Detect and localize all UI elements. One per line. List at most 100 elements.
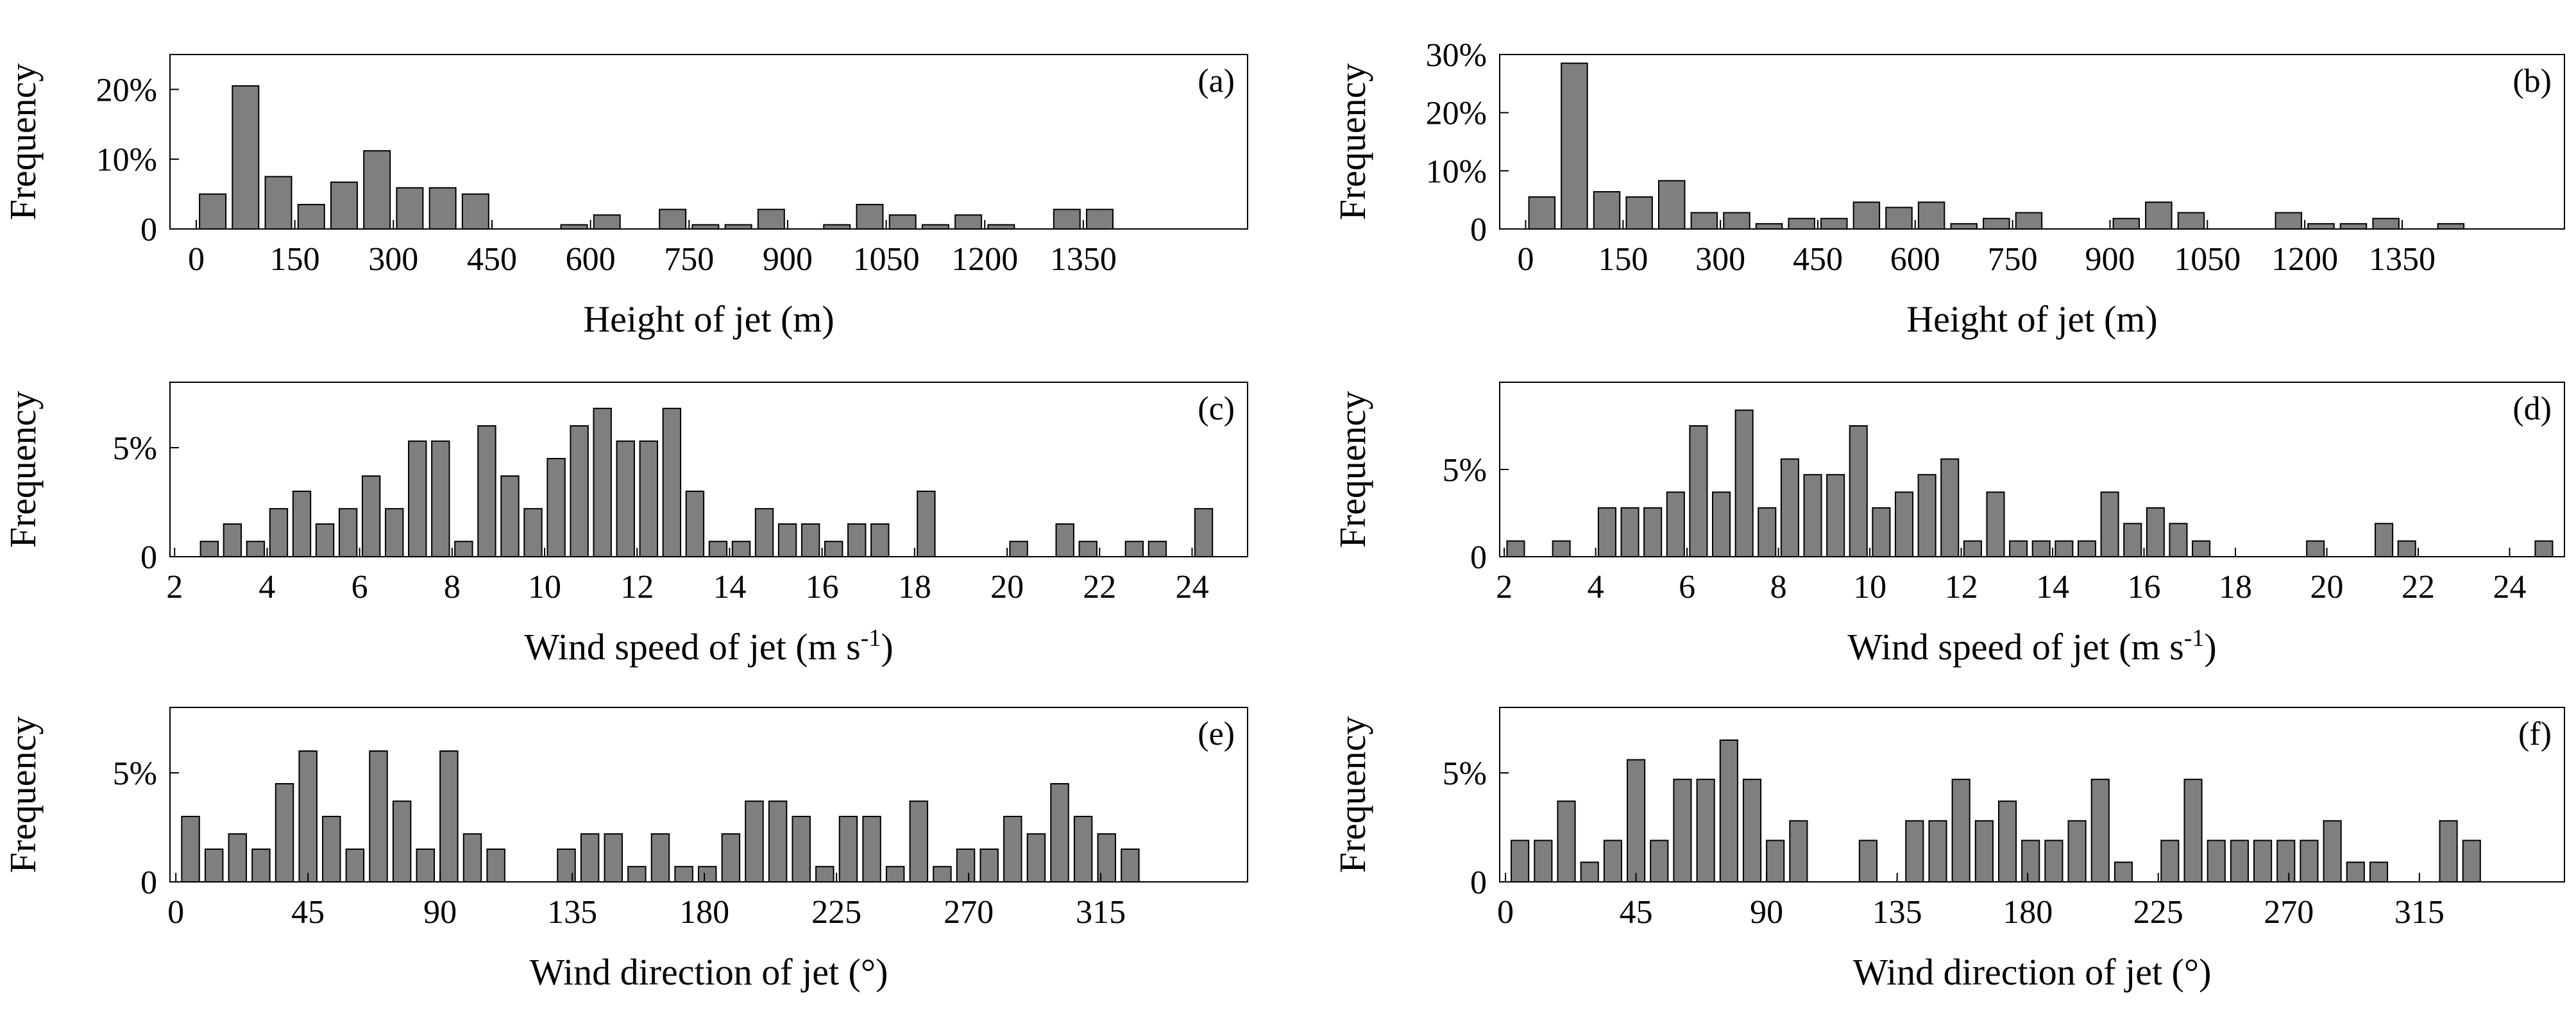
chart-bar [338, 508, 358, 558]
x-tick-label: 2 [166, 569, 183, 605]
chart-bar [2145, 201, 2173, 230]
chart-bar [1009, 541, 1028, 558]
chart-bar [731, 541, 751, 558]
chart-bar [2015, 212, 2043, 230]
chart-bar [369, 750, 388, 883]
chart-bar [223, 523, 242, 557]
chart-bar [1657, 180, 1686, 230]
y-axis-label: Frequency [1332, 391, 1373, 548]
chart-bar [523, 508, 543, 558]
x-tick-label: 450 [467, 241, 517, 278]
chart-bar [477, 425, 496, 557]
x-tick-label: 1200 [2271, 241, 2338, 278]
chart-bar [292, 491, 312, 557]
x-tick-label: 0 [1517, 241, 1534, 278]
chart-bar [2077, 540, 2097, 558]
y-tick-label: 5% [113, 430, 157, 467]
x-tick-label: 90 [1750, 894, 1783, 931]
x-tick-label: 14 [713, 569, 746, 605]
x-tick-label: 750 [1988, 241, 2038, 278]
x-tick-label: 1050 [853, 241, 920, 278]
y-tick-label: 30% [1426, 37, 1487, 74]
chart-bar [1627, 759, 1646, 883]
chart-bar [1557, 800, 1576, 883]
x-tick-label: 135 [1872, 894, 1922, 931]
y-tick-label: 0 [1470, 865, 1487, 901]
y-tick-label: 0 [1470, 539, 1487, 576]
chart-bar [2397, 540, 2416, 558]
chart-bar [500, 475, 520, 558]
chart-bar [2031, 540, 2051, 558]
chart-bar [1734, 409, 1754, 558]
chart-bar [1534, 840, 1553, 883]
x-tick-label: 16 [2128, 569, 2161, 605]
x-tick-label: 45 [291, 894, 325, 931]
chart-bar [330, 182, 358, 230]
x-tick-label: 12 [1945, 569, 1978, 605]
y-tick-label: 0 [1470, 212, 1487, 248]
chart-bar [2123, 523, 2142, 558]
chart-bar [275, 783, 294, 883]
y-tick-label: 0 [140, 539, 157, 576]
chart-bar [2534, 540, 2554, 558]
chart-bar [2183, 779, 2203, 883]
chart-bar [1003, 816, 1022, 883]
chart-bar [2375, 523, 2394, 558]
chart-bar [1055, 523, 1074, 557]
chart-bar [428, 187, 457, 230]
chart-bar [1673, 779, 1692, 883]
x-tick-label: 18 [898, 569, 931, 605]
y-tick-label: 10% [96, 142, 157, 178]
x-tick-label: 900 [763, 241, 813, 278]
x-tick-label: 8 [1770, 569, 1787, 605]
chart-bar [862, 816, 881, 883]
chart-bar [1789, 820, 1808, 883]
x-tick-label: 6 [1679, 569, 1695, 605]
chart-bar [627, 866, 647, 883]
chart-bar [439, 750, 459, 883]
chart-bar [885, 866, 905, 883]
x-tick-label: 225 [811, 894, 861, 931]
chart-bar [2044, 840, 2063, 883]
x-tick-label: 8 [444, 569, 461, 605]
plot-frame [1499, 54, 2565, 230]
x-tick-label: 6 [352, 569, 368, 605]
chart-bar [2437, 223, 2465, 230]
chart-bar [604, 833, 623, 883]
x-tick-label: 45 [1620, 894, 1653, 931]
x-tick-label: 180 [2003, 894, 2053, 931]
chart-bar [870, 523, 890, 557]
chart-bar [1086, 208, 1114, 230]
chart-bar [1986, 491, 2005, 557]
chart-bar [1690, 212, 1718, 230]
chart-bar [650, 833, 670, 883]
chart-bar [593, 407, 612, 557]
chart-bar [2462, 840, 2481, 883]
x-tick-label: 300 [1695, 241, 1745, 278]
chart-bar [2021, 840, 2040, 883]
chart-bar [1951, 779, 1970, 883]
chart-bar [979, 849, 999, 883]
chart-bar [1689, 425, 1708, 557]
chart-bar [1528, 196, 1556, 230]
chart-bar [2307, 223, 2335, 230]
chart-bar [580, 833, 600, 883]
chart-bar [954, 214, 983, 230]
chart-bar [639, 440, 658, 557]
panel-label: (b) [2512, 63, 2552, 99]
chart-bar [708, 541, 728, 558]
chart-bar [1561, 62, 1588, 230]
x-axis-label: Wind speed of jet (m s-1) [524, 625, 893, 668]
x-axis-label: Wind direction of jet (°) [530, 951, 888, 993]
chart-bar [385, 508, 404, 558]
chart-bar [757, 208, 785, 230]
y-tick-label: 10% [1426, 153, 1487, 190]
chart-bar [1597, 507, 1616, 558]
chart-panel-e: 0 45 90 135 180 225 270 315 0 5% (e) Wind direction… [2, 707, 1248, 993]
chart-bar [199, 193, 227, 230]
chart-bar [1894, 491, 1914, 557]
chart-bar [792, 816, 811, 883]
chart-bar [2275, 212, 2303, 230]
chart-bar [593, 214, 621, 230]
